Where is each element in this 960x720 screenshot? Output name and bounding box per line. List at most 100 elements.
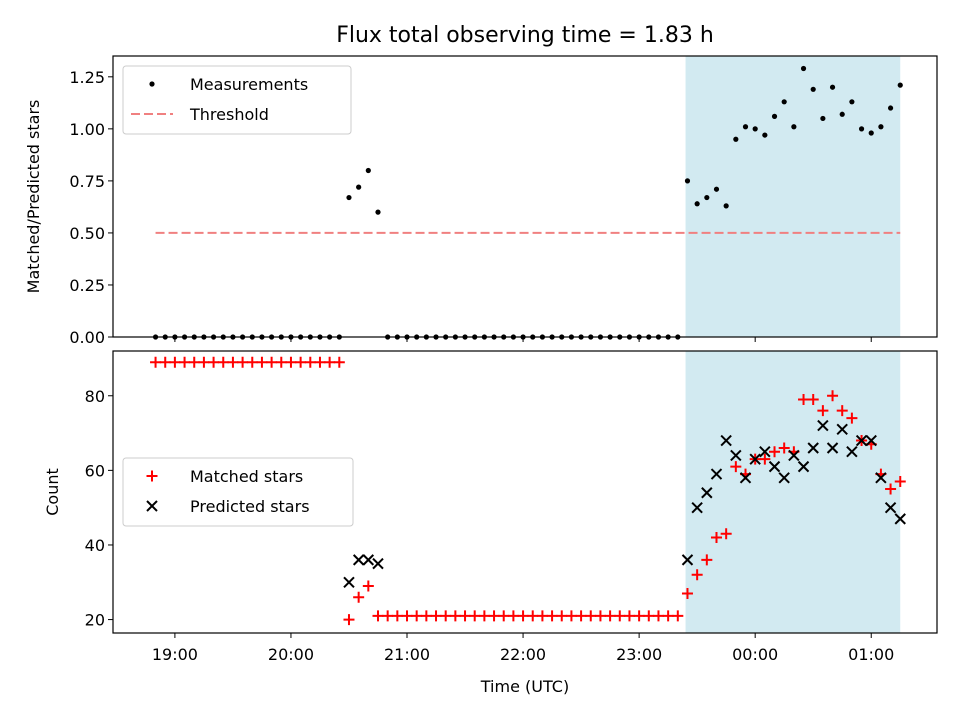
data-point <box>875 472 887 484</box>
data-point <box>759 446 771 458</box>
data-point <box>333 356 345 368</box>
data-point <box>878 124 884 130</box>
data-point <box>372 557 384 570</box>
data-point <box>817 405 829 417</box>
data-point <box>362 580 374 592</box>
data-point <box>810 86 816 92</box>
ratio-panel: 0.00 0.25 0.50 0.75 1.00 1.25 Matched/Predicte… <box>24 55 938 347</box>
data-point <box>575 610 587 622</box>
data-point <box>614 610 626 622</box>
data-point <box>739 472 752 484</box>
data-point <box>762 132 768 138</box>
data-point <box>430 610 442 622</box>
data-point <box>672 610 684 622</box>
data-point <box>266 356 278 368</box>
y-tick-label: 40 <box>85 536 105 555</box>
data-point <box>681 587 693 599</box>
axes-frame <box>112 55 938 338</box>
y-tick-label: 1.25 <box>69 68 105 87</box>
x-tick-label: 19:00 <box>152 645 198 664</box>
data-point <box>295 356 307 368</box>
data-point <box>781 99 787 105</box>
data-point <box>723 203 729 209</box>
data-point <box>846 412 858 424</box>
observing-span <box>685 351 901 633</box>
data-point <box>710 468 723 480</box>
data-point <box>643 610 655 622</box>
legend-box <box>122 65 352 135</box>
data-point <box>536 610 548 622</box>
x-axis-label: Time (UTC) <box>480 677 569 696</box>
data-point <box>897 82 903 88</box>
chart-title: Flux total observing time = 1.83 h <box>336 23 714 48</box>
data-point <box>849 99 855 105</box>
data-point <box>885 483 897 495</box>
data-point <box>343 614 355 626</box>
data-point <box>691 569 703 581</box>
x-tick-label: 01:00 <box>848 645 894 664</box>
y-axis-label: Count <box>43 468 62 516</box>
data-point <box>778 442 790 454</box>
data-point <box>623 610 635 622</box>
data-point <box>894 476 906 488</box>
legend: Matched stars Predicted stars <box>122 457 354 527</box>
data-point <box>362 554 375 566</box>
data-point <box>701 554 713 566</box>
data-point <box>788 449 800 462</box>
data-point <box>208 356 220 368</box>
data-point <box>800 65 807 72</box>
data-point <box>382 610 394 622</box>
data-point <box>749 453 761 465</box>
data-point <box>652 610 664 622</box>
data-point <box>829 84 836 90</box>
data-point <box>440 610 452 622</box>
data-point <box>256 356 268 368</box>
y-tick-label: 0.00 <box>69 328 105 347</box>
data-point <box>449 610 461 622</box>
data-point <box>633 610 645 622</box>
data-point <box>478 610 490 622</box>
data-point <box>713 186 720 192</box>
data-point <box>352 554 365 566</box>
data-point <box>710 532 722 544</box>
data-point <box>375 209 381 215</box>
legend-label: Measurements <box>190 75 308 94</box>
data-point <box>691 501 703 514</box>
data-point <box>768 460 781 473</box>
data-point <box>459 610 471 622</box>
data-point <box>839 111 845 117</box>
x-tick-label: 21:00 <box>384 645 430 664</box>
data-point <box>517 610 529 622</box>
data-point <box>227 356 239 368</box>
data-point <box>778 472 790 484</box>
data-point <box>507 610 519 622</box>
data-point <box>401 610 413 622</box>
data-point <box>275 356 287 368</box>
data-point <box>797 460 810 473</box>
x-tick-label: 20:00 <box>268 645 314 664</box>
x-tick-label: 23:00 <box>616 645 662 664</box>
data-point <box>556 610 568 622</box>
data-point <box>694 201 700 207</box>
data-point <box>836 423 848 436</box>
legend-box <box>122 457 354 527</box>
data-point <box>527 610 539 622</box>
data-point <box>858 126 865 132</box>
data-point <box>604 610 616 622</box>
data-point <box>469 610 481 622</box>
data-point <box>565 610 577 622</box>
data-point <box>498 610 510 622</box>
data-point <box>769 446 781 458</box>
data-point <box>198 356 210 368</box>
y-tick-label: 0.25 <box>69 276 105 295</box>
data-point <box>179 356 191 368</box>
y-tick-label: 0.75 <box>69 172 105 191</box>
data-point <box>742 124 749 130</box>
data-point <box>865 434 877 447</box>
data-point <box>246 356 258 368</box>
data-point <box>820 115 826 122</box>
data-point <box>237 356 249 368</box>
data-point <box>217 356 229 368</box>
legend-label: Matched stars <box>190 467 303 486</box>
